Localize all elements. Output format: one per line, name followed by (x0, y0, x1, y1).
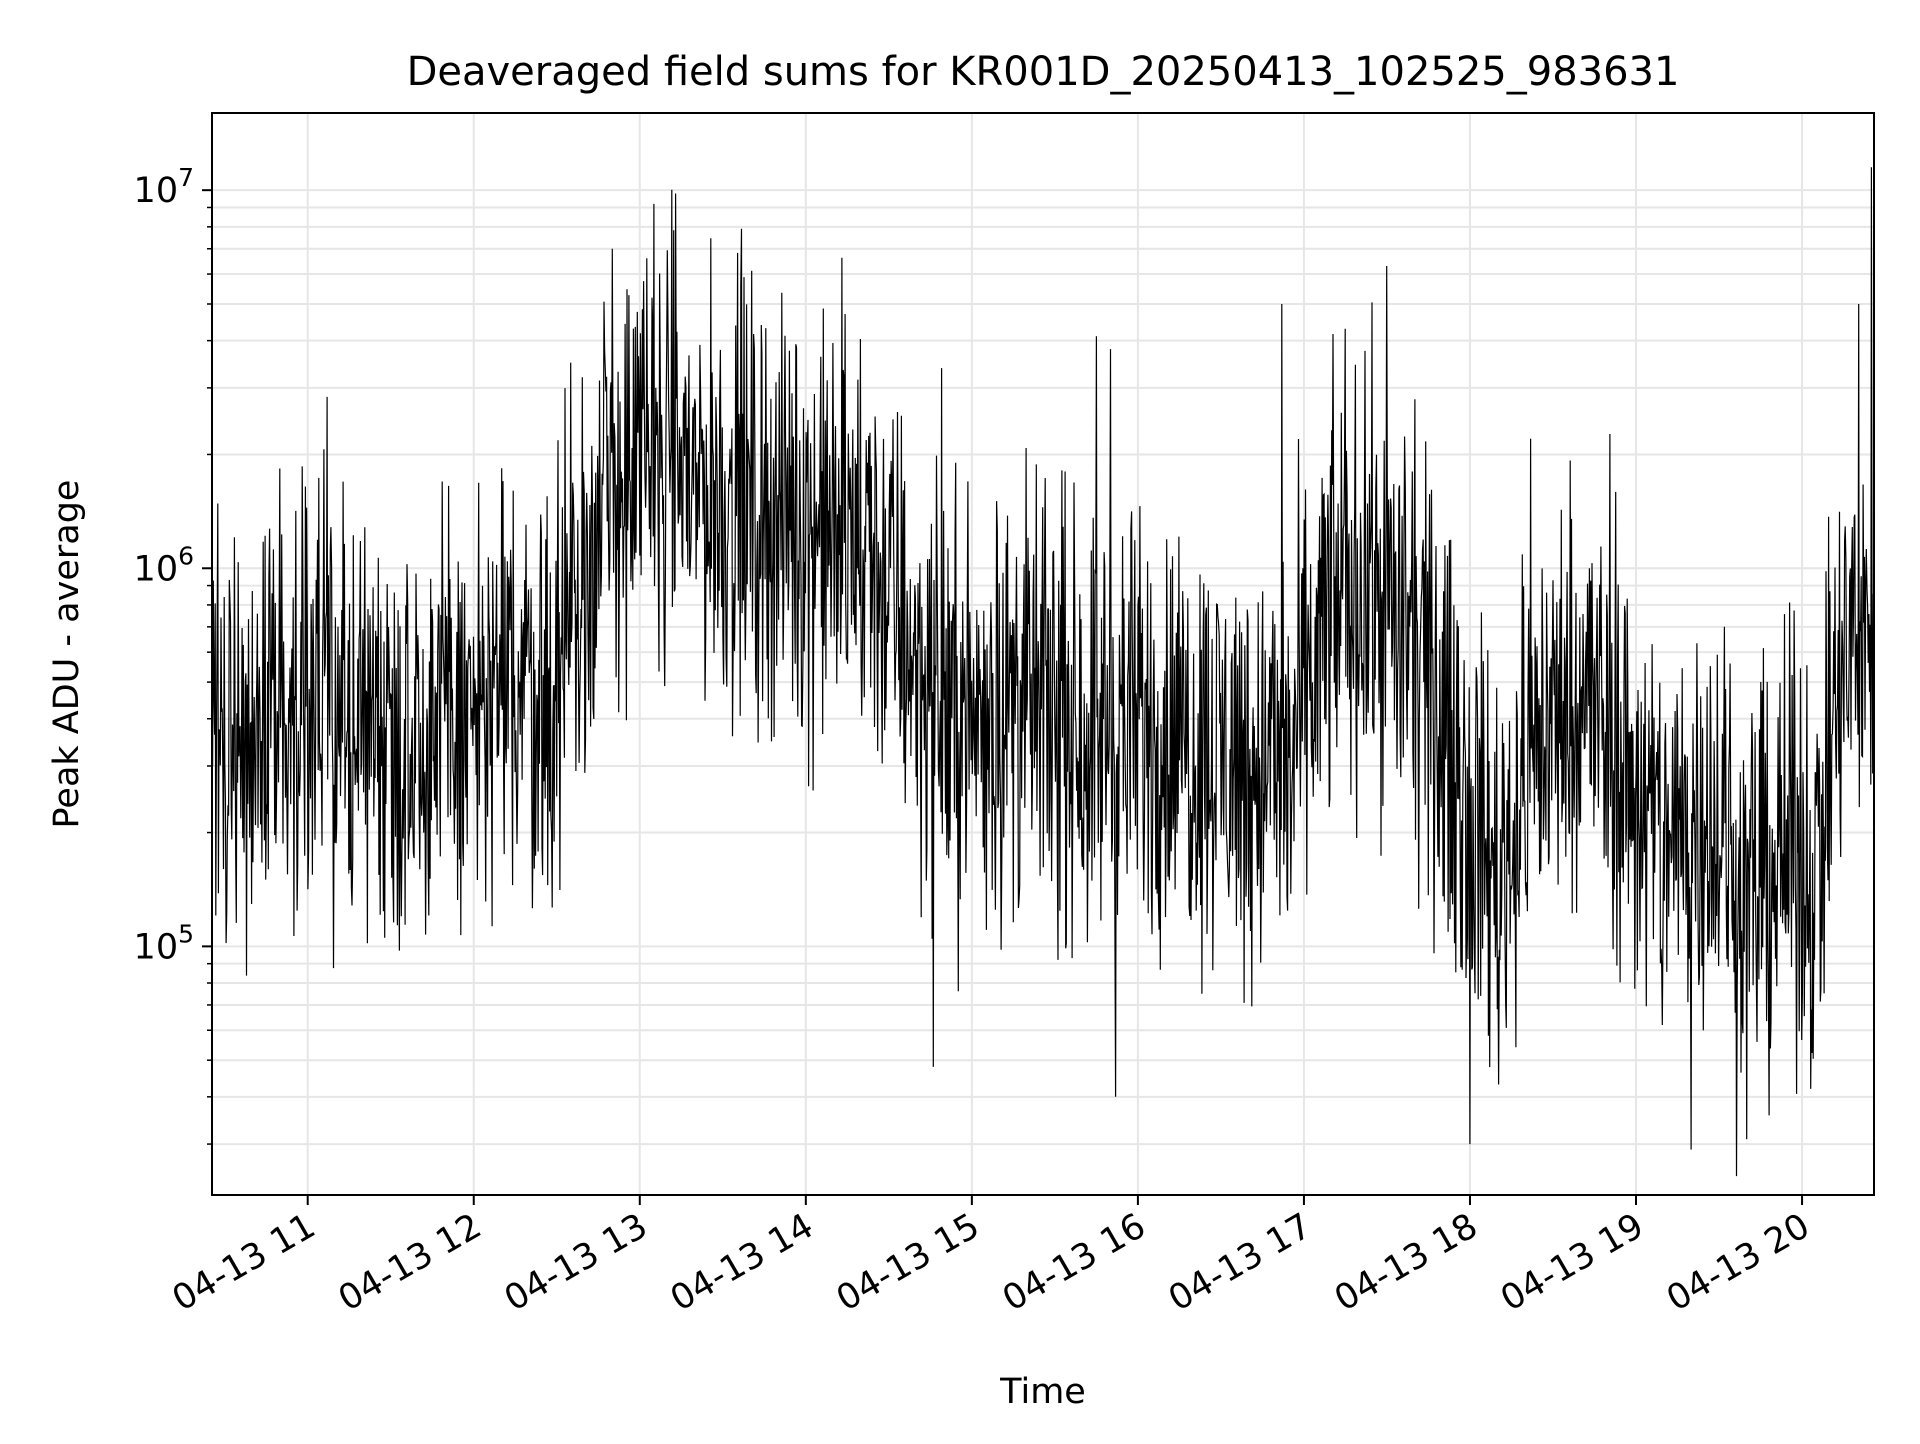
series-layer (211, 167, 1875, 1177)
y-axis-label: Peak ADU - average (47, 480, 87, 829)
y-tick-label: 105 (134, 919, 194, 967)
series-line (211, 167, 1875, 1177)
x-axis-label: Time (999, 1372, 1086, 1412)
y-tick-base: 10 (134, 927, 179, 967)
chart-title: Deaveraged field sums for KR001D_2025041… (407, 49, 1680, 95)
y-tick-label: 107 (134, 163, 194, 211)
y-tick-base: 10 (134, 549, 179, 589)
y-tick-exponent: 7 (178, 163, 194, 192)
y-tick-label: 106 (134, 541, 194, 589)
y-tick-base: 10 (134, 171, 179, 211)
y-tick-exponent: 5 (178, 919, 194, 948)
plot-frame (211, 112, 1875, 1196)
y-tick-exponent: 6 (178, 541, 194, 570)
